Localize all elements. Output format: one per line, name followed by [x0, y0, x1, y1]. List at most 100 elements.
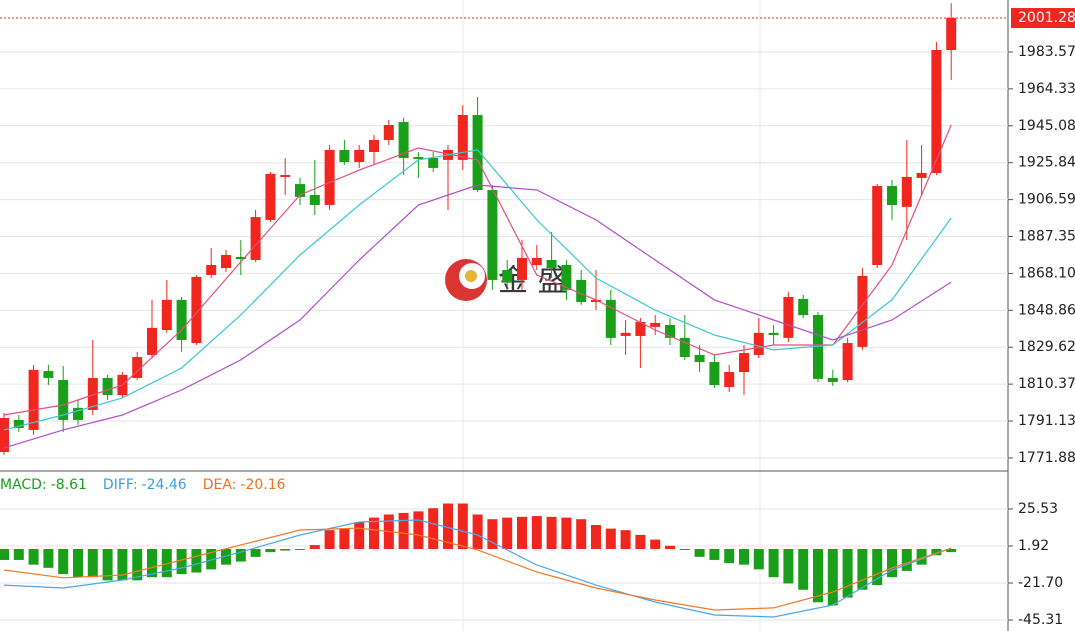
macd-bar [295, 548, 305, 550]
macd-bar [147, 548, 157, 578]
macd-bar [398, 512, 409, 549]
candle-body [679, 337, 690, 358]
candle-body [339, 149, 350, 163]
y-tick-label: 1983.57 [1018, 44, 1075, 60]
candle-body [931, 50, 942, 173]
macd-bar [73, 548, 83, 578]
line [3, 519, 952, 618]
candle-body [87, 377, 98, 410]
candle-body [709, 362, 720, 386]
macd-bar [739, 548, 749, 565]
candle-body [946, 18, 957, 51]
candle-body [369, 139, 379, 153]
y-tick-label: 1791.13 [1018, 413, 1075, 429]
indicator-labels: MACD: -8.61 DIFF: -24.46 DEA: -20.16 [0, 477, 286, 493]
candle-body [383, 124, 394, 140]
candle-body [43, 371, 54, 378]
candle-body [531, 257, 542, 265]
macd-bar [798, 548, 809, 590]
candle-body [813, 315, 823, 379]
candle-body [250, 217, 261, 261]
indicator-value: -8.61 [51, 477, 87, 493]
macd-bar [235, 548, 246, 562]
macd-bar [161, 548, 172, 578]
candle-body [665, 325, 675, 338]
macd-bar [58, 548, 69, 575]
candle-body [309, 194, 320, 205]
macd-bar [842, 548, 853, 598]
candle-body [739, 353, 749, 373]
macd-bar [487, 519, 498, 549]
candle-body [265, 173, 276, 220]
macd-bar [265, 548, 276, 553]
candle-body [591, 299, 601, 303]
candle-body [887, 185, 897, 205]
y-tick-label: 1848.86 [1018, 302, 1075, 318]
logo [465, 270, 477, 282]
macd-bar [901, 548, 912, 571]
macd-bar [679, 548, 690, 550]
candle-body [102, 377, 113, 396]
macd-bar [531, 516, 542, 549]
macd-bar [87, 548, 98, 578]
macd-bar [472, 514, 483, 549]
candle-body [576, 279, 587, 303]
y-tick-label: 1945.08 [1018, 118, 1075, 134]
macd-bar [428, 508, 439, 549]
y-tick-label: 1829.62 [1018, 339, 1075, 355]
macd-bar [250, 548, 261, 557]
candle-body [502, 269, 513, 283]
candle-body [694, 354, 705, 363]
macd-bar [916, 548, 927, 565]
candle-body [221, 255, 231, 269]
macd-bar [605, 528, 616, 549]
candle-body [132, 357, 143, 378]
macd-bar [324, 530, 335, 549]
indicator-name: DEA: [203, 477, 237, 493]
macd-bar [635, 534, 646, 549]
y-tick-label: 1.92 [1018, 538, 1049, 554]
last-price-box [1011, 8, 1075, 29]
candle-body [280, 175, 291, 177]
macd-bar [413, 511, 424, 549]
macd-bar [591, 525, 601, 549]
macd-bar [309, 545, 320, 549]
macd-bar [724, 548, 735, 564]
candle-body [768, 332, 779, 335]
candle-body [206, 264, 217, 275]
candle-body [161, 299, 172, 331]
y-tick-label: -45.31 [1018, 612, 1063, 628]
candle-body [724, 372, 735, 387]
y-tick-label: 1868.10 [1018, 265, 1075, 281]
macd-bar [827, 548, 838, 606]
candle-body [354, 149, 365, 163]
macd-bar [709, 548, 720, 560]
macd-bar [0, 548, 9, 560]
candle-body [28, 369, 39, 430]
candle-body [413, 157, 424, 159]
macd-bar [221, 548, 231, 565]
candle-body [916, 172, 927, 178]
macd-bar [872, 548, 883, 586]
macd-bar [694, 548, 705, 557]
candle-body [235, 256, 246, 260]
macd-bar [28, 548, 39, 565]
candle-body [457, 115, 468, 160]
candle-body [517, 257, 527, 280]
macd-bar [753, 548, 764, 570]
candle-body [147, 327, 157, 355]
candle-body [58, 380, 69, 420]
macd-bar [457, 503, 468, 549]
y-tick-label: 1925.84 [1018, 155, 1075, 171]
candle-body [857, 275, 868, 347]
candle-body [191, 276, 202, 344]
candle-body [798, 298, 809, 316]
line [3, 149, 952, 431]
macd-bar [206, 548, 217, 570]
macd-bar [857, 548, 868, 590]
y-tick-label: -21.70 [1018, 575, 1063, 591]
macd-bar [13, 548, 24, 560]
last-price-label: 2001.28 [1018, 10, 1075, 26]
candle-body [0, 418, 9, 452]
macd-bar [176, 548, 187, 575]
